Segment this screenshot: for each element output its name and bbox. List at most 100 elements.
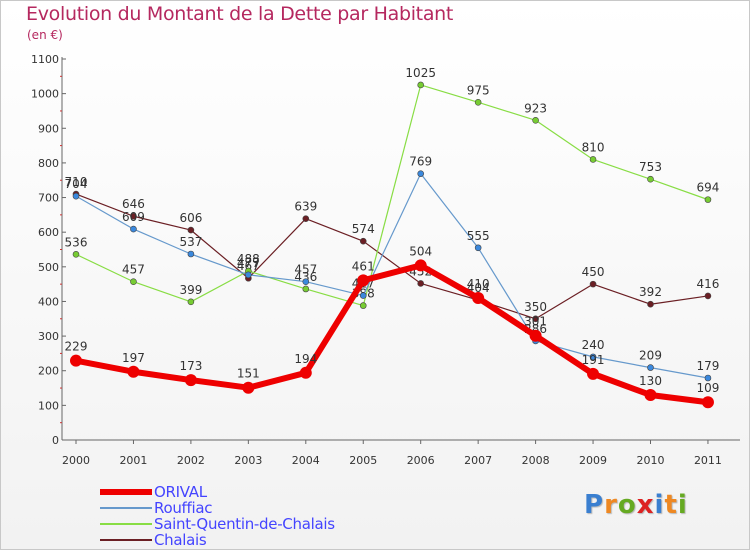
data-point bbox=[187, 250, 195, 258]
data-point bbox=[357, 274, 370, 287]
data-label: 477 bbox=[237, 256, 260, 270]
data-label: 109 bbox=[696, 381, 719, 395]
data-point bbox=[587, 367, 600, 380]
data-label: 1025 bbox=[405, 66, 436, 80]
data-point bbox=[704, 196, 712, 203]
data-label: 179 bbox=[696, 359, 719, 373]
logo-letter: x bbox=[636, 490, 655, 520]
data-label: 197 bbox=[122, 351, 145, 365]
data-point bbox=[417, 81, 425, 89]
x-tick-label: 2002 bbox=[177, 454, 205, 467]
proxiti-logo: Proxiti bbox=[584, 490, 688, 520]
data-point bbox=[127, 365, 140, 378]
logo-letter: i bbox=[654, 490, 665, 520]
data-point bbox=[701, 396, 714, 409]
data-point bbox=[299, 366, 312, 379]
data-label: 173 bbox=[179, 359, 202, 373]
data-label: 923 bbox=[524, 101, 547, 115]
y-tick-label: 600 bbox=[38, 226, 59, 239]
x-tick-label: 2001 bbox=[119, 454, 147, 467]
data-point bbox=[644, 388, 657, 401]
y-tick-label: 200 bbox=[38, 365, 59, 378]
data-point bbox=[130, 278, 137, 286]
data-label: 194 bbox=[294, 352, 317, 366]
y-tick-label: 0 bbox=[52, 434, 59, 447]
series-line-3 bbox=[73, 262, 711, 406]
data-label: 606 bbox=[179, 211, 202, 225]
series-line-2 bbox=[75, 173, 709, 379]
logo-letter: P bbox=[584, 490, 605, 520]
data-point bbox=[647, 300, 654, 308]
data-label: 609 bbox=[122, 210, 145, 224]
data-point bbox=[184, 374, 197, 387]
data-label: 810 bbox=[582, 140, 605, 154]
data-label: 191 bbox=[582, 353, 605, 367]
data-label: 467 bbox=[237, 259, 260, 273]
y-tick-label: 1000 bbox=[31, 88, 59, 101]
x-tick-label: 2006 bbox=[407, 454, 435, 467]
y-tick-label: 500 bbox=[38, 261, 59, 274]
data-label: 151 bbox=[237, 367, 260, 381]
data-point bbox=[474, 244, 482, 252]
data-label: 457 bbox=[294, 263, 317, 277]
data-label: 704 bbox=[65, 177, 88, 191]
data-point bbox=[302, 285, 310, 293]
data-label: 399 bbox=[179, 283, 202, 297]
x-tick-label: 2008 bbox=[522, 454, 550, 467]
data-point bbox=[532, 117, 539, 124]
logo-letter: o bbox=[617, 490, 637, 520]
data-label: 229 bbox=[65, 340, 88, 354]
x-tick-label: 2003 bbox=[234, 454, 262, 467]
data-point bbox=[532, 315, 539, 323]
data-label: 301 bbox=[524, 315, 547, 329]
data-label: 646 bbox=[122, 197, 145, 211]
x-tick-label: 2010 bbox=[637, 454, 665, 467]
data-point bbox=[187, 298, 195, 306]
legend-swatch-rouffiac bbox=[100, 507, 152, 509]
series-line-0 bbox=[75, 193, 709, 320]
data-point bbox=[245, 271, 252, 279]
data-point bbox=[359, 302, 367, 309]
legend-label-chalais: Chalais bbox=[154, 531, 207, 549]
data-label: 450 bbox=[582, 265, 605, 279]
data-point bbox=[187, 226, 195, 234]
data-point bbox=[647, 364, 654, 371]
data-point bbox=[472, 291, 485, 304]
chart-title: Evolution du Montant de la Dette par Hab… bbox=[26, 3, 454, 25]
logo-letter: r bbox=[604, 490, 618, 520]
data-label: 504 bbox=[409, 244, 432, 258]
legend-swatch-saint-quentin bbox=[100, 523, 152, 525]
logo-letter: i bbox=[677, 490, 688, 520]
legend-swatch-orival bbox=[100, 489, 152, 495]
data-label: 209 bbox=[639, 349, 662, 363]
series-line-1 bbox=[75, 84, 709, 307]
data-point bbox=[242, 381, 255, 394]
data-point bbox=[359, 237, 367, 245]
data-label: 461 bbox=[352, 259, 375, 273]
x-tick-label: 2009 bbox=[579, 454, 607, 467]
data-point bbox=[359, 292, 367, 299]
data-point bbox=[417, 170, 425, 177]
data-point bbox=[589, 353, 597, 361]
x-tick-label: 2000 bbox=[62, 454, 90, 467]
data-label: 694 bbox=[696, 181, 719, 195]
data-label: 574 bbox=[352, 222, 375, 236]
data-label: 488 bbox=[237, 252, 260, 266]
data-point bbox=[647, 175, 654, 183]
legend-label-rouffiac: Rouffiac bbox=[154, 499, 213, 517]
data-point bbox=[302, 215, 310, 222]
data-point bbox=[130, 225, 137, 233]
data-label: 416 bbox=[696, 277, 719, 291]
data-label: 753 bbox=[639, 160, 662, 174]
data-point bbox=[302, 278, 310, 286]
data-label: 639 bbox=[294, 200, 317, 214]
data-point bbox=[72, 192, 80, 200]
y-tick-label: 100 bbox=[38, 399, 59, 412]
data-label: 240 bbox=[582, 338, 605, 352]
x-tick-label: 2007 bbox=[464, 454, 492, 467]
y-tick-label: 1100 bbox=[31, 53, 59, 66]
data-point bbox=[72, 251, 80, 258]
data-label: 350 bbox=[524, 300, 547, 314]
y-tick-label: 800 bbox=[38, 157, 59, 170]
data-point bbox=[704, 292, 712, 300]
